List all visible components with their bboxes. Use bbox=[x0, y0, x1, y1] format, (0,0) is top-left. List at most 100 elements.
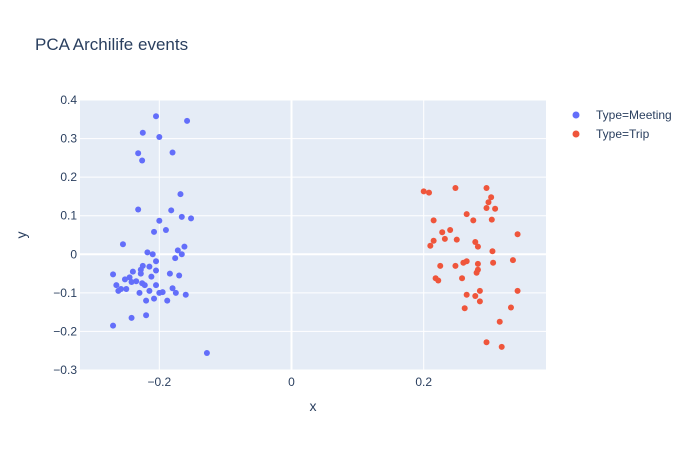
y-tick-label: 0.2 bbox=[60, 170, 77, 184]
meeting-point bbox=[162, 226, 169, 233]
meeting-point bbox=[128, 279, 135, 286]
trip-point bbox=[461, 305, 468, 312]
meeting-point bbox=[141, 282, 148, 289]
trip-point bbox=[488, 194, 495, 201]
meeting-point bbox=[119, 241, 126, 248]
trip-point bbox=[498, 343, 505, 350]
trip-point bbox=[483, 184, 490, 191]
trip-point bbox=[514, 287, 521, 294]
meeting-point bbox=[144, 249, 151, 256]
x-tick-label: 0 bbox=[288, 375, 295, 389]
trip-point bbox=[435, 277, 442, 284]
meeting-point bbox=[123, 286, 130, 292]
meeting-point bbox=[115, 287, 122, 294]
chart-title: PCA Archilife events bbox=[35, 35, 188, 54]
trip-point bbox=[490, 259, 497, 266]
meeting-point bbox=[168, 207, 175, 214]
trip-point bbox=[483, 205, 490, 211]
trip-point bbox=[492, 205, 499, 212]
trip-point bbox=[470, 217, 477, 224]
meeting-point bbox=[172, 289, 179, 296]
x-tick-label: 0.2 bbox=[415, 375, 432, 389]
trip-point bbox=[476, 298, 483, 305]
meeting-point bbox=[110, 271, 117, 278]
trip-point bbox=[476, 287, 483, 294]
y-tick-label: −0.3 bbox=[53, 363, 77, 377]
meeting-point bbox=[135, 206, 142, 213]
meeting-point bbox=[181, 243, 188, 250]
meeting-point bbox=[110, 322, 117, 329]
meeting-point bbox=[178, 213, 185, 220]
plot-area-background bbox=[80, 100, 546, 370]
trip-point bbox=[439, 229, 446, 236]
trip-point bbox=[488, 216, 495, 223]
meeting-point bbox=[153, 258, 160, 265]
y-tick-label: 0 bbox=[70, 247, 77, 261]
trip-point bbox=[437, 262, 444, 269]
legend[interactable]: Type=Meeting Type=Trip bbox=[572, 108, 672, 141]
meeting-point bbox=[156, 134, 163, 141]
meeting-point bbox=[169, 285, 176, 292]
meeting-point bbox=[182, 291, 189, 298]
data-points bbox=[110, 113, 521, 357]
legend-item-label[interactable]: Type=Meeting bbox=[596, 108, 672, 122]
meeting-point bbox=[156, 217, 163, 224]
meeting-point bbox=[146, 263, 153, 270]
trip-point bbox=[485, 199, 492, 206]
meeting-point bbox=[143, 312, 150, 319]
meeting-point bbox=[126, 274, 133, 281]
y-tick-label: 0.4 bbox=[60, 93, 77, 107]
trip-point bbox=[426, 189, 433, 196]
meeting-point bbox=[184, 117, 191, 124]
meeting-point bbox=[177, 191, 184, 198]
meeting-point bbox=[166, 270, 173, 277]
trip-point bbox=[427, 242, 434, 249]
trip-point bbox=[509, 257, 516, 264]
meeting-point bbox=[151, 228, 158, 235]
trip-point bbox=[474, 260, 481, 267]
meeting-point bbox=[137, 270, 144, 277]
meeting-point bbox=[128, 314, 135, 321]
trip-point bbox=[463, 291, 470, 298]
trip-point bbox=[420, 188, 427, 195]
trip-point bbox=[507, 304, 514, 311]
meeting-point bbox=[174, 247, 181, 254]
meeting-point bbox=[164, 297, 171, 304]
trip-point bbox=[463, 211, 470, 218]
meeting-point bbox=[139, 129, 146, 136]
meeting-point bbox=[139, 157, 146, 164]
meeting-point bbox=[133, 278, 140, 285]
trip-point bbox=[472, 292, 479, 299]
trip-point bbox=[460, 259, 467, 266]
meeting-point bbox=[151, 295, 158, 302]
trip-point bbox=[459, 275, 466, 282]
meeting-point bbox=[203, 350, 210, 357]
y-axis-title: y bbox=[13, 232, 29, 239]
meeting-point bbox=[153, 267, 160, 274]
meeting-point bbox=[136, 289, 143, 296]
trip-point bbox=[447, 226, 454, 233]
y-tick-label: −0.2 bbox=[53, 324, 77, 338]
meeting-point bbox=[172, 255, 179, 262]
meeting-point bbox=[113, 282, 120, 289]
trip-point bbox=[452, 184, 459, 191]
meeting-point bbox=[159, 289, 166, 296]
legend-item-label[interactable]: Type=Trip bbox=[596, 127, 650, 141]
y-tick-label: −0.1 bbox=[53, 286, 77, 300]
meeting-point bbox=[129, 268, 136, 275]
meeting-point bbox=[146, 287, 153, 294]
trip-point bbox=[514, 231, 521, 238]
meeting-point bbox=[149, 251, 156, 258]
meeting-point bbox=[148, 273, 155, 280]
meeting-point bbox=[153, 113, 160, 120]
meeting-point bbox=[143, 297, 150, 304]
x-tick-label: −0.2 bbox=[147, 375, 171, 389]
meeting-point bbox=[153, 282, 160, 289]
trip-point bbox=[441, 235, 448, 242]
meeting-point bbox=[169, 149, 176, 156]
trip-point bbox=[489, 248, 496, 255]
legend-marker-icon bbox=[572, 130, 580, 138]
legend-marker-icon bbox=[572, 111, 580, 119]
meeting-point bbox=[121, 276, 128, 283]
trip-point bbox=[472, 238, 479, 245]
